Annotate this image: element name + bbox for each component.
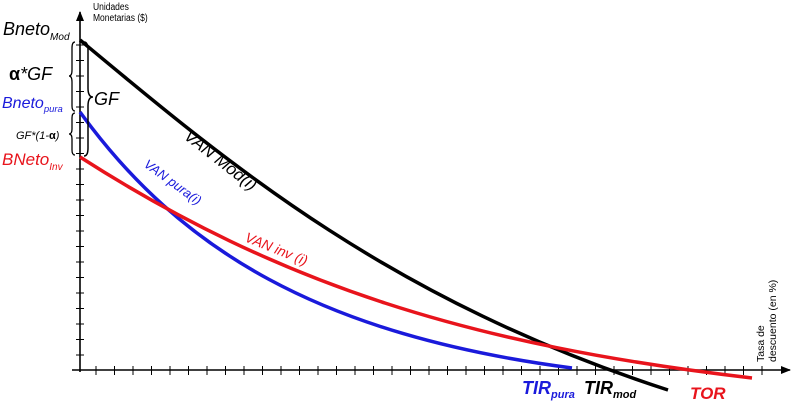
van-mod-curve — [78, 38, 669, 392]
bneto-mod-label: BnetoMod — [3, 19, 70, 43]
tir-mod-label: TIRmod — [584, 378, 637, 401]
y-axis-label-line1: Unidades — [93, 1, 129, 12]
gf-total-bracket — [83, 41, 94, 157]
alpha-gf-bracket — [68, 41, 76, 112]
van-inv-curve — [79, 155, 753, 380]
x-axis-label-line1: Tasa de — [755, 325, 767, 362]
x-axis-ticks — [95, 366, 763, 375]
gf-one-minus-alpha-bracket — [68, 112, 76, 156]
van-pura-curve — [78, 110, 573, 370]
bneto-inv-label: BNetoInv — [2, 150, 64, 173]
alpha-gf-label: α*GF — [9, 64, 53, 84]
x-axis-label-line2: descuento (en %) — [767, 280, 779, 362]
y-axis-ticks — [76, 44, 84, 356]
van-mod-label: VAN Mod(i) — [181, 126, 261, 194]
y-axis-label-line2: Monetarias ($) — [93, 12, 148, 23]
x-axis-label: Tasa de descuento (en %) — [755, 280, 779, 362]
gf-one-minus-alpha-label: GF*(1-α) — [16, 130, 60, 142]
tir-pura-label: TIRpura — [522, 378, 575, 401]
bneto-pura-label: Bnetopura — [2, 95, 63, 115]
gf-label: GF — [94, 89, 120, 109]
tor-label: TOR — [690, 384, 726, 403]
